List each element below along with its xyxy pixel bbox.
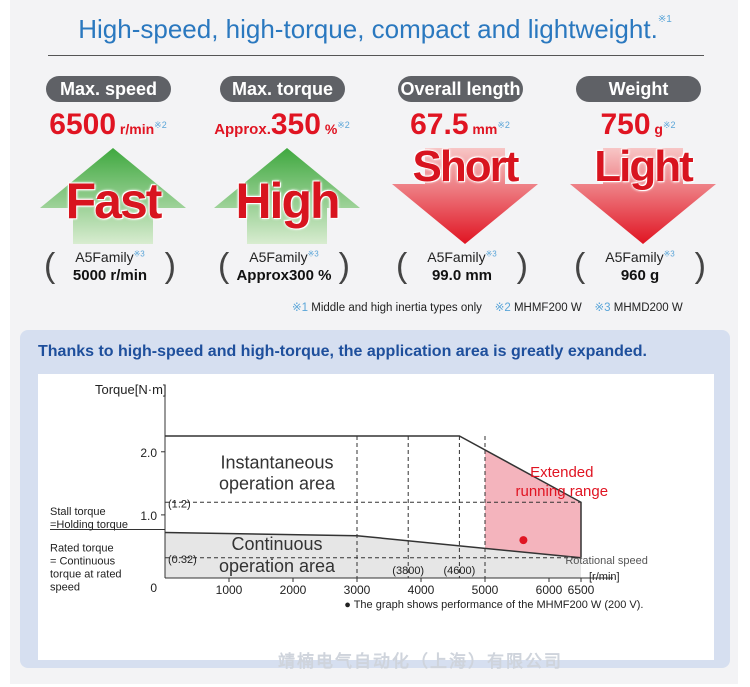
instantaneous-boundary [165, 435, 582, 558]
spec-label: Max. torque [220, 76, 345, 102]
rated-label-3: torque at rated [50, 568, 122, 580]
x-tick-label: 6000 [536, 583, 563, 597]
right-paren: ) [516, 247, 528, 285]
x-tick-label: 5000 [472, 583, 499, 597]
x-tick-label: 2000 [280, 583, 307, 597]
company-watermark: 靖楠电气自动化（上海）有限公司 [278, 652, 563, 671]
continuous-label-1: Continuous [231, 534, 322, 554]
y-mark-label: (1.2) [168, 498, 191, 510]
x-axis-unit: [r/min] [589, 571, 620, 583]
left-paren: ( [396, 247, 408, 285]
panel-heading: Thanks to high-speed and high-torque, th… [38, 343, 647, 360]
spec-label: Max. speed [46, 76, 171, 102]
y-axis-label: Torque[N·m] [95, 382, 167, 397]
right-paren: ) [338, 247, 350, 285]
footnotes: ※1 Middle and high inertia types only ※2… [292, 302, 683, 314]
continuous-label-2: operation area [219, 556, 336, 576]
arrow-word: Light [594, 142, 694, 191]
comparison-box: ( ) A5Family※3 960 g [570, 246, 710, 288]
spec-value: 67.5 mm※2 [410, 108, 510, 141]
rated-label-1: Rated torque [50, 542, 114, 554]
stall-label-2: =Holding torque [50, 519, 128, 531]
down-arrow-icon [570, 148, 716, 244]
x-tick-label: 4000 [408, 583, 435, 597]
x-mark-label: (4600) [444, 565, 476, 577]
graph-footnote: ● The graph shows performance of the MHM… [344, 599, 643, 611]
instantaneous-label-2: operation area [219, 474, 336, 494]
continuous-area-fill [165, 532, 581, 578]
comparison-box: ( ) A5Family※3 5000 r/min [40, 246, 180, 288]
arrow-word: High [235, 173, 340, 229]
comparison-value: Approx300 % [236, 267, 332, 284]
title-divider [48, 55, 704, 56]
x-tick-label: 6500 [568, 583, 595, 597]
up-arrow-icon [40, 148, 186, 244]
comparison-box: ( ) A5Family※3 99.0 mm [392, 246, 532, 288]
y-tick-label: 2.0 [140, 446, 157, 460]
page-title: High-speed, high-torque, compact and lig… [78, 14, 672, 44]
up-arrow-icon [214, 148, 360, 244]
comparison-value: 5000 r/min [72, 267, 148, 284]
comparison-family: A5Family※3 [427, 249, 497, 265]
extended-range-fill [485, 449, 581, 558]
x-axis-label: Rotational speed [565, 555, 648, 567]
arrow-word: Fast [65, 173, 163, 229]
y-tick-label: 1.0 [140, 509, 157, 523]
spec-label: Weight [576, 76, 701, 102]
spec-value: 750 g※2 [600, 108, 676, 141]
y-mark-label: (0.32) [168, 554, 197, 566]
x-mark-label: (3800) [392, 565, 424, 577]
left-paren: ( [574, 247, 586, 285]
spec-value: Approx.350 %※2 [214, 108, 350, 141]
torque-speed-chart: 0 1.0 2.0 (1.2) (0.32) 1000 2000 3000 4000 5000 60… [50, 382, 648, 611]
x-tick-label: 3000 [344, 583, 371, 597]
spec-value: 6500 r/min※2 [49, 108, 167, 141]
left-paren: ( [44, 247, 56, 285]
arrow-word: Short [412, 142, 520, 191]
comparison-family: A5Family※3 [605, 249, 675, 265]
extended-label-1: Extended [530, 464, 593, 481]
left-paren: ( [218, 247, 230, 285]
x-tick-label: 1000 [216, 583, 243, 597]
extended-label-2: running range [516, 483, 609, 500]
torque-chart-area: 0 1.0 2.0 (1.2) (0.32) 1000 2000 3000 4000 5000 60… [38, 374, 714, 660]
extended-marker-dot [519, 536, 528, 545]
right-paren: ) [694, 247, 706, 285]
comparison-family: A5Family※3 [75, 249, 145, 265]
spec-label: Overall length [398, 76, 523, 102]
y-tick-label: 0 [150, 581, 157, 595]
comparison-family: A5Family※3 [249, 249, 319, 265]
comparison-box: ( ) A5Family※3 Approx300 % [214, 246, 354, 288]
down-arrow-icon [392, 148, 538, 244]
right-paren: ) [164, 247, 176, 285]
comparison-value: 960 g [620, 267, 660, 284]
comparison-value: 99.0 mm [431, 267, 493, 284]
stall-label-1: Stall torque [50, 506, 106, 518]
rated-label-4: speed [50, 581, 80, 593]
instantaneous-label-1: Instantaneous [220, 453, 333, 473]
rated-label-2: = Continuous [50, 555, 116, 567]
